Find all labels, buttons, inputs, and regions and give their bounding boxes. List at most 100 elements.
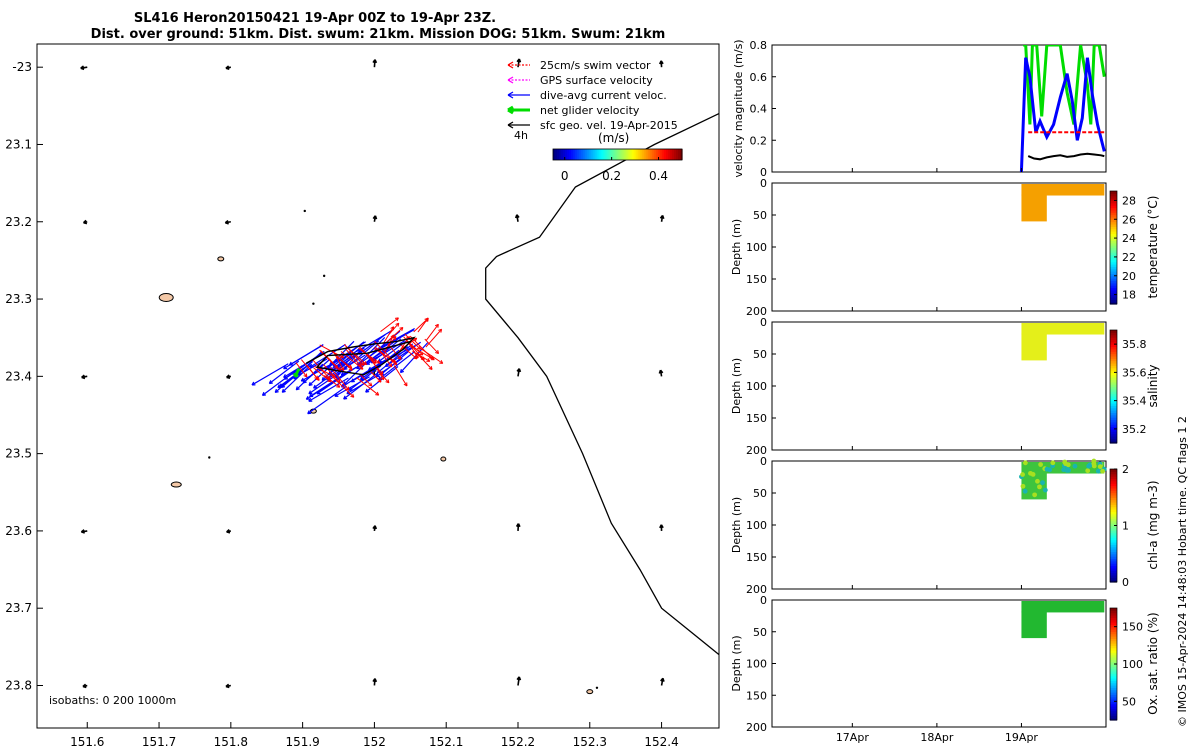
colorbar-segment [561, 149, 564, 160]
colorbar-tick-label: 0 [1122, 576, 1129, 589]
legend-label-sfc: sfc geo. vel. 19-Apr-2015 [540, 119, 678, 132]
depth-ylabel: Depth (m) [730, 635, 743, 691]
dive-avg-arrow-head [283, 365, 288, 370]
colorbar-segment [1110, 647, 1117, 651]
dive-avg-arrow [348, 365, 382, 391]
dive-avg-arrow [378, 350, 416, 381]
y-tick-label: 200 [746, 444, 767, 457]
colorbar-segment [1110, 424, 1117, 428]
chl-point [1023, 460, 1028, 466]
geo-velocity-arrow-head [658, 369, 664, 374]
swim-vector-arrow [382, 326, 395, 345]
legend-swatch-head [507, 76, 514, 84]
colorbar-frame [1109, 190, 1118, 305]
colorbar-segment [1110, 259, 1117, 263]
geo-velocity-arrow-head [659, 214, 665, 219]
colorbar-segment [1110, 567, 1117, 571]
dive-avg-arrow-head [308, 381, 313, 387]
colorbar-segment [1110, 518, 1117, 522]
colorbar-segment [669, 149, 673, 160]
colorbar-segment [1110, 261, 1117, 265]
reef-outline [586, 689, 594, 695]
colorbar-segment [565, 149, 568, 160]
colorbar-segment [1110, 539, 1117, 543]
colorbar-segment [1110, 242, 1117, 246]
map-frame [36, 43, 720, 729]
y-tick-label: 100 [746, 658, 767, 671]
dive-avg-arrow [377, 343, 414, 374]
colorbar-segment [1110, 407, 1117, 411]
colorbar-segment [619, 149, 623, 160]
swim-vector-arrow-head [303, 373, 308, 378]
colorbar-segment [575, 149, 578, 160]
colorbar-segment [1110, 615, 1117, 618]
colorbar-segment [1110, 666, 1117, 670]
colorbar-tick-label: 35.6 [1122, 366, 1147, 379]
colorbar-segment [1110, 405, 1117, 409]
colorbar-segment [1110, 694, 1117, 698]
colorbar-segment [1110, 478, 1117, 482]
colorbar-segment [1110, 330, 1117, 333]
y-tick-label: 0 [760, 455, 767, 468]
swim-vector-arrow-head [417, 345, 422, 350]
swim-vector-arrow-head [434, 323, 439, 328]
colorbar-segment [1110, 608, 1117, 611]
dive-avg-arrow-head [300, 377, 305, 382]
colorbar-tick-label: 1 [1122, 520, 1129, 533]
profile-panel-1: 0 50 100 150 200 Depth (m) 18 20 22 24 26 28 tempera… [730, 177, 1160, 318]
swim-vector-arrow-head [435, 350, 440, 355]
y-tick-label: 23.1 [5, 137, 32, 151]
colorbar-segment [1110, 412, 1117, 416]
swim-vector-arrow [313, 367, 332, 383]
colorbar-segment [657, 149, 661, 160]
colorbar-segment [1110, 254, 1117, 258]
colorbar-segment [653, 149, 657, 160]
colorbar-segment [603, 149, 607, 160]
dive-avg-arrow [284, 351, 325, 380]
colorbar-segment [1110, 671, 1117, 674]
swim-vector-arrow [399, 343, 418, 360]
y-tick-label: 23.5 [5, 447, 32, 461]
colorbar-segment [1110, 301, 1117, 305]
chl-point [1042, 487, 1048, 493]
geo-velocity-arrow-head [82, 683, 87, 689]
colorbar-segment [1110, 553, 1117, 557]
colorbar-segment [1110, 563, 1117, 567]
swim-vector-arrow [370, 357, 385, 381]
profile-data-block [1021, 323, 1105, 335]
profile-frame [771, 321, 1107, 451]
velocity-frame [771, 44, 1107, 173]
colorbar-tick-label: 35.4 [1122, 395, 1147, 408]
colorbar-segment [557, 149, 560, 160]
profile-frame [771, 460, 1107, 590]
time-tick-label: 19Apr [1005, 731, 1039, 744]
legend-swatch-head [507, 91, 514, 99]
colorbar-segment [1110, 334, 1117, 338]
colorbar-segment [1110, 506, 1117, 510]
colorbar-segment [1110, 341, 1117, 345]
swim-vector-arrow-head [394, 317, 399, 322]
colorbar-segment [1110, 480, 1117, 484]
colorbar-tick-label: 0.2 [602, 169, 621, 183]
colorbar-segment [1110, 252, 1117, 256]
chl-point [1066, 467, 1072, 473]
colorbar-segment [667, 149, 671, 160]
colorbar-segment [1110, 391, 1117, 395]
velocity-line-sfc [1027, 152, 1105, 161]
colorbar-segment [1110, 395, 1117, 399]
colorbar-segment [1110, 292, 1117, 296]
chl-point [1097, 464, 1103, 470]
swim-vector-arrow-head [403, 382, 408, 387]
geo-velocity-arrow-head [226, 374, 231, 380]
chl-point [1091, 461, 1097, 467]
y-tick-label: 150 [746, 551, 767, 564]
colorbar-segment [1110, 271, 1117, 274]
dive-avg-arrow-head [283, 375, 288, 380]
colorbar-segment [1110, 410, 1117, 413]
colorbar-tick-label: 35.8 [1122, 338, 1147, 351]
colorbar-segment [1110, 612, 1117, 616]
colorbar-segment [629, 149, 633, 160]
colorbar-segment [569, 149, 572, 160]
colorbar-segment [1110, 435, 1117, 439]
colorbar-segment [1110, 195, 1117, 199]
